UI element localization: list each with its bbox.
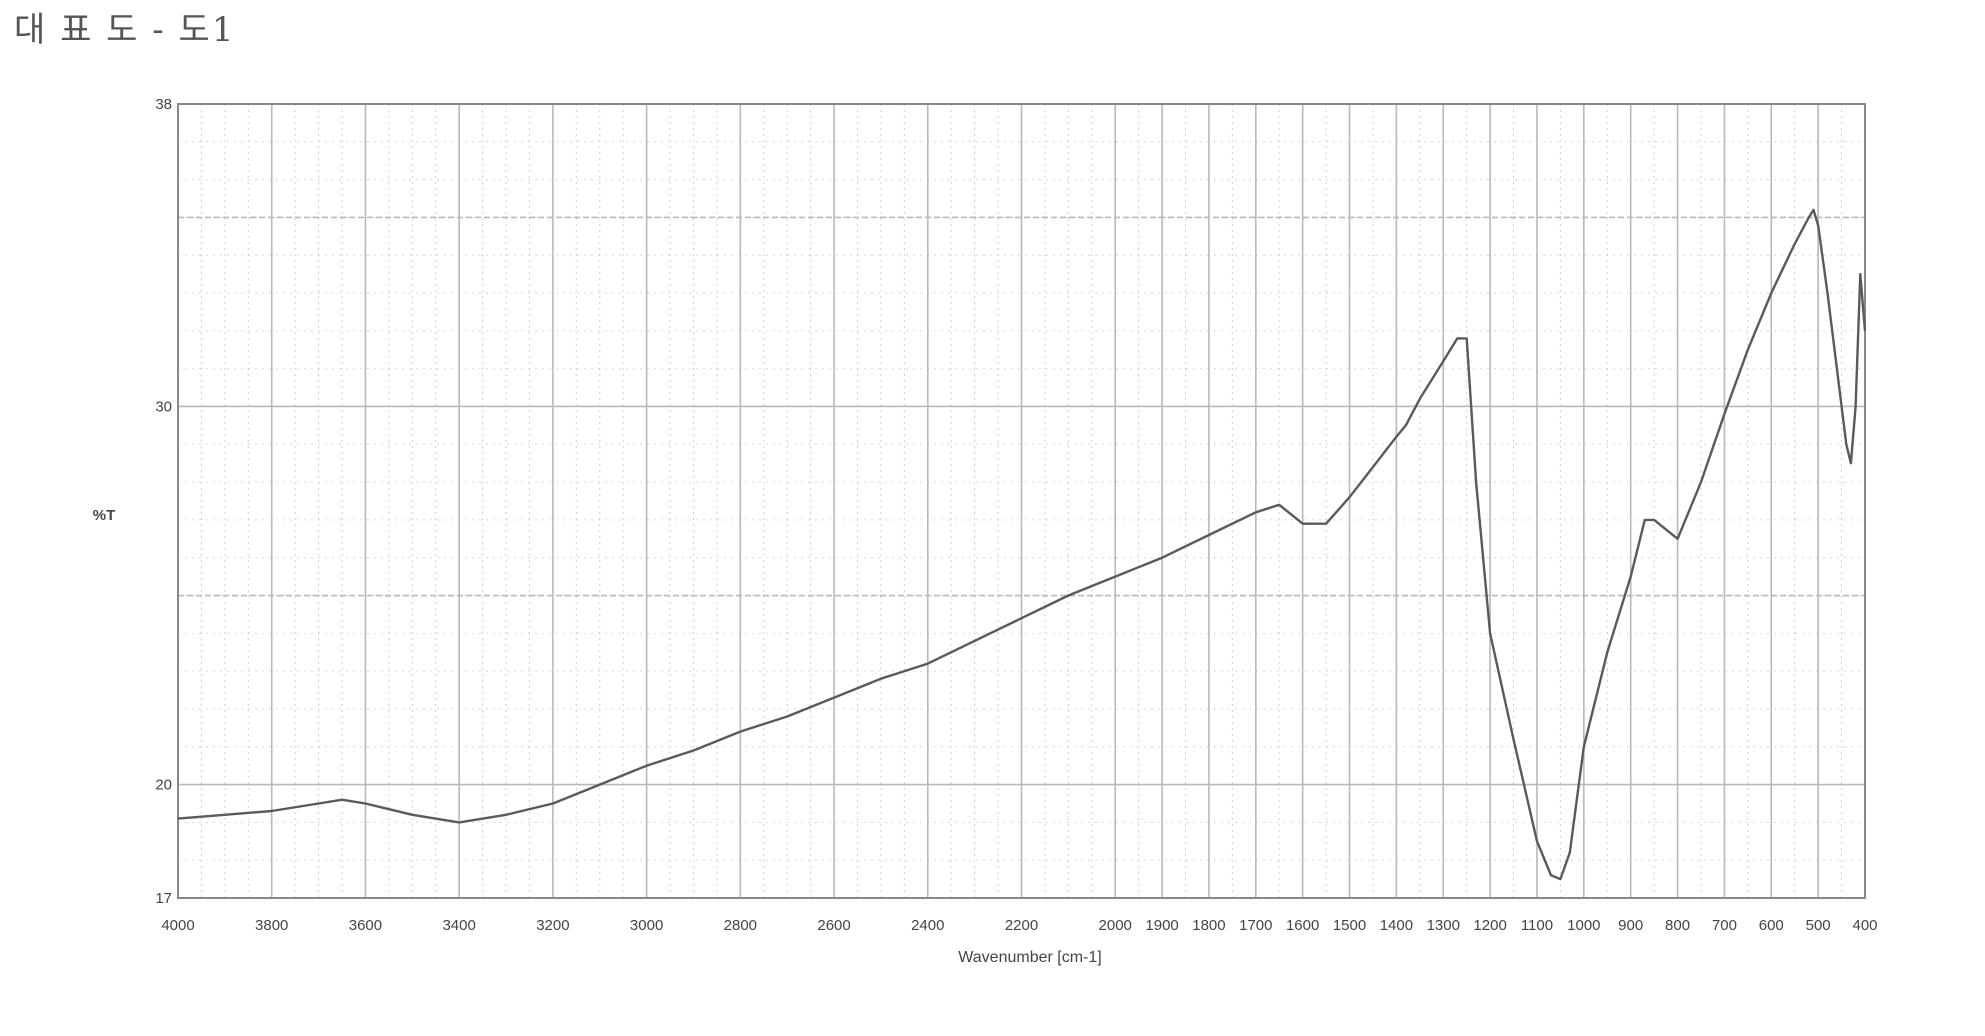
- x-tick-label: 3800: [255, 917, 288, 934]
- y-axis-label: %T: [93, 507, 116, 524]
- x-axis-label: Wavenumber [cm-1]: [958, 949, 1101, 966]
- x-tick-label: 2600: [817, 917, 850, 934]
- major-grid: [178, 104, 1865, 898]
- x-tick-label: 3200: [536, 917, 569, 934]
- x-tick-label: 3400: [442, 917, 475, 934]
- x-tick-label: 900: [1618, 917, 1643, 934]
- x-tick-label: 1400: [1380, 917, 1413, 934]
- x-tick-label: 2400: [911, 917, 944, 934]
- x-tick-labels: 4000 3800 3600 3400 3200 3000 2800 2600 2400 2200…: [161, 917, 1877, 934]
- x-tick-label: 1800: [1192, 917, 1225, 934]
- x-tick-label: 400: [1852, 917, 1877, 934]
- x-tick-label: 3000: [630, 917, 663, 934]
- x-tick-label: 2000: [1099, 917, 1132, 934]
- x-tick-label: 1000: [1567, 917, 1600, 934]
- y-tick-label: 30: [155, 398, 172, 415]
- x-tick-label: 1100: [1521, 917, 1553, 934]
- x-tick-label: 1600: [1286, 917, 1319, 934]
- x-tick-label: 4000: [161, 917, 194, 934]
- x-tick-label: 2800: [724, 917, 757, 934]
- x-tick-label: 3600: [349, 917, 382, 934]
- x-tick-label: 1900: [1145, 917, 1178, 934]
- y-tick-labels: 17 20 30 38: [155, 96, 172, 907]
- x-tick-label: 1700: [1239, 917, 1272, 934]
- x-tick-label: 1200: [1473, 917, 1506, 934]
- y-tick-label: 38: [155, 96, 172, 113]
- x-tick-label: 500: [1806, 917, 1831, 934]
- y-tick-label: 20: [155, 777, 172, 794]
- x-tick-label: 700: [1712, 917, 1737, 934]
- x-tick-label: 600: [1759, 917, 1784, 934]
- x-tick-label: 800: [1665, 917, 1690, 934]
- x-tick-label: 2200: [1005, 917, 1038, 934]
- x-tick-label: 1500: [1333, 917, 1366, 934]
- y-tick-label: 17: [155, 890, 172, 907]
- x-tick-label: 1300: [1427, 917, 1460, 934]
